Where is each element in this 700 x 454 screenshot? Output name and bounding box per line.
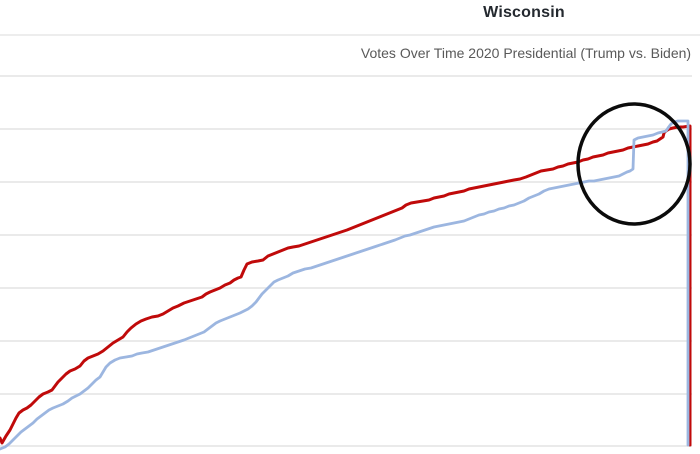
- chart-subtitle: Votes Over Time 2020 Presidential (Trump…: [360, 45, 692, 61]
- title-separator-line: [0, 34, 700, 36]
- highlight-circle-annotation: [576, 102, 692, 226]
- chart-title: Wisconsin: [483, 4, 565, 21]
- biden-line: [0, 119, 690, 451]
- trump-line: [0, 124, 692, 447]
